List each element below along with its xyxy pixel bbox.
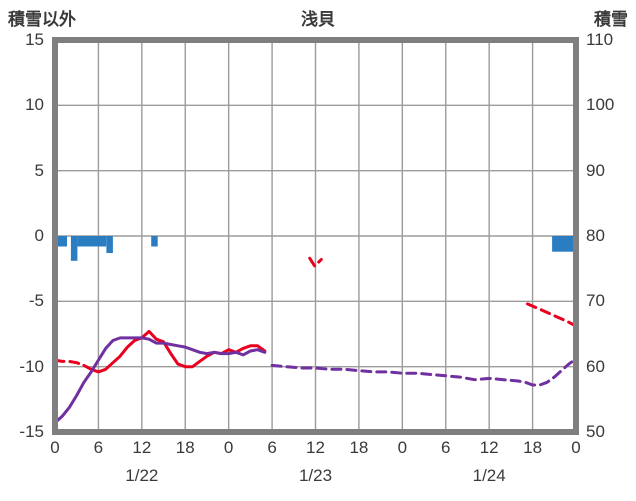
precipitation-bar: [106, 236, 113, 253]
right-axis-title: 積雪: [594, 10, 628, 29]
precipitation-bar: [77, 236, 107, 247]
precipitation-bar: [56, 236, 67, 247]
snow-purple-line: [54, 336, 267, 423]
temperature-red-line: [53, 358, 86, 367]
precipitation-bar: [151, 236, 158, 247]
snow-purple-line: [270, 357, 578, 387]
left-axis-title: 積雪以外: [8, 10, 76, 29]
plot-frame: [52, 37, 579, 435]
temperature-red-line: [308, 256, 323, 268]
precipitation-bar: [70, 236, 78, 261]
chart-title: 浅貝: [301, 10, 335, 29]
temperature-red-line: [526, 302, 578, 328]
precipitation-bar: [552, 236, 576, 252]
